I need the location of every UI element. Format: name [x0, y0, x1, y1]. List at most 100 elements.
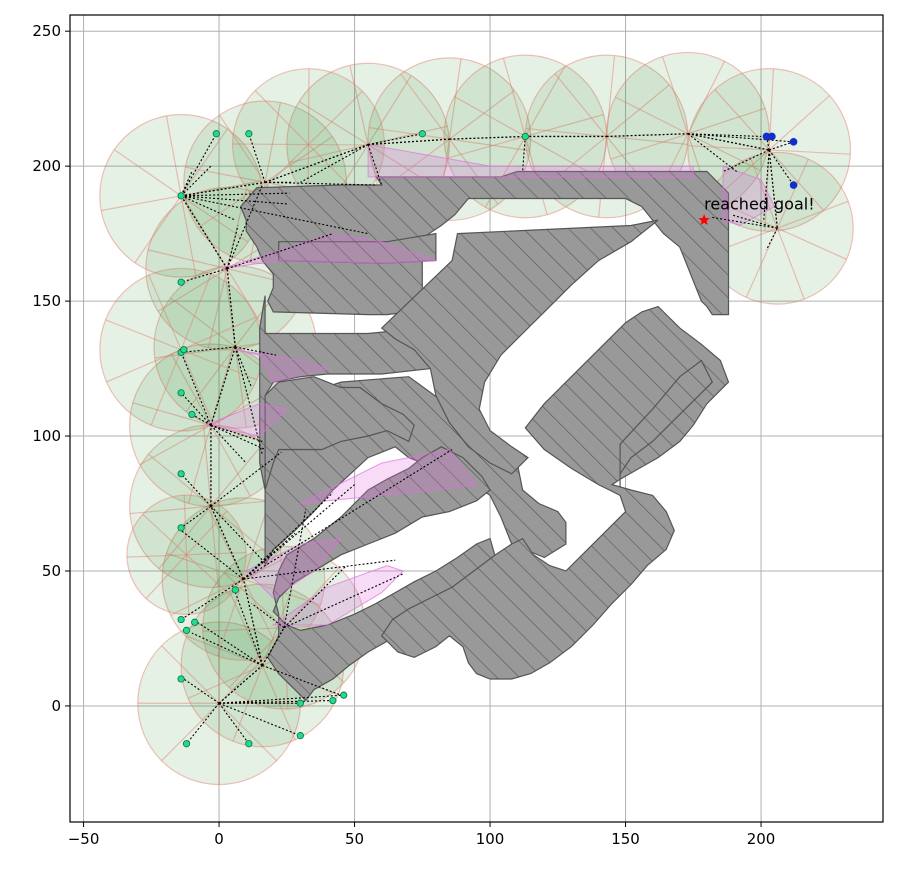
sensor-ray: [126, 554, 187, 558]
sensor-ray: [615, 96, 689, 135]
tree-edge: [243, 449, 453, 580]
tree-edge: [769, 141, 794, 151]
sensor-ray: [606, 135, 688, 145]
leaf-point: [245, 130, 253, 138]
tree-edge: [243, 532, 296, 580]
sensor-ray: [180, 349, 214, 425]
sensor-ray: [147, 249, 228, 270]
goal-point: [789, 138, 798, 146]
tree-edge: [243, 559, 396, 580]
sensor-ray: [242, 578, 281, 653]
sensor-ray: [186, 554, 231, 596]
sensor-ray: [210, 505, 274, 559]
annotation: reached goal!: [698, 194, 815, 225]
leaf-point: [191, 618, 199, 626]
sensor-ray: [525, 127, 607, 138]
sensor-ray: [165, 115, 182, 196]
sensor-ray: [554, 73, 608, 137]
tree-edge: [283, 508, 307, 628]
goal-point: [762, 132, 771, 141]
tree-edge: [768, 149, 778, 229]
sensor-ray: [166, 552, 244, 580]
sensor-ray: [446, 135, 526, 159]
tree-edge: [606, 133, 688, 138]
sensor-circle: [126, 494, 247, 616]
sensor-ray: [687, 133, 761, 171]
leaf-point: [177, 278, 185, 286]
tree-edge: [180, 171, 193, 197]
sensor-ray: [605, 55, 616, 137]
tree-edge: [243, 492, 334, 580]
sensor-ray: [283, 567, 340, 629]
sensor-ray: [307, 68, 310, 145]
sensor-ray: [186, 551, 247, 556]
sensor-ray: [180, 273, 212, 350]
tree-edge: [186, 702, 220, 745]
sensor-ray: [148, 453, 212, 507]
sensor-ray: [202, 425, 212, 507]
sensor-ray: [183, 495, 188, 555]
sensor-ray: [234, 346, 247, 428]
y-tick-label: 200: [32, 157, 61, 175]
tree-edge: [449, 135, 526, 140]
sensor-ray: [180, 316, 256, 351]
sensor-ray: [687, 145, 770, 151]
obstacle: [380, 219, 659, 475]
sensor-ray: [768, 149, 825, 211]
sensor-ray: [210, 443, 264, 507]
tree-edge: [218, 702, 250, 745]
visibility-region: [722, 165, 776, 227]
visibility-regions: [203, 144, 776, 626]
sensor-ray: [261, 589, 293, 666]
sensor-ray: [106, 349, 182, 383]
obstacle: [380, 305, 730, 680]
sensor-ray: [187, 664, 263, 699]
sensor-ray: [254, 90, 309, 145]
tree-edge: [731, 214, 778, 229]
tree-edge: [210, 505, 245, 580]
obstacles: [240, 170, 730, 702]
sensor-ray: [687, 107, 766, 135]
sensor-ray: [298, 100, 369, 146]
sensor-ray: [218, 702, 277, 762]
tree-edge: [210, 346, 236, 426]
tree-edge: [265, 181, 377, 186]
sensor-ray: [145, 554, 187, 599]
sensor-ray: [749, 157, 778, 229]
tree-edges: [180, 133, 795, 745]
tree-edge: [234, 346, 263, 456]
visibility-region: [271, 565, 405, 626]
leaf-point: [418, 130, 426, 138]
tree-edge: [183, 678, 220, 704]
tree-edge: [180, 530, 244, 580]
sensor-ray: [139, 424, 212, 466]
tree-edge: [226, 268, 236, 348]
tree-edge: [210, 424, 247, 464]
y-tick-label: 0: [51, 697, 61, 715]
sensor-ray: [525, 114, 604, 138]
sensor-ray: [180, 128, 228, 197]
leaf-point: [177, 675, 185, 683]
tree-edge: [218, 702, 301, 737]
tree-edge: [191, 632, 263, 666]
sensor-ray: [157, 268, 228, 312]
x-tick-label: 0: [214, 830, 224, 848]
visibility-region: [235, 349, 330, 383]
x-tick-label: −50: [68, 830, 100, 848]
sensor-ray: [132, 402, 212, 426]
sensor-ray: [288, 143, 369, 164]
sensor-ray: [768, 95, 830, 151]
tree-edge: [234, 592, 263, 666]
sensor-ray: [769, 149, 851, 155]
tree-edge: [235, 346, 277, 356]
tick-labels: −50 0 50 100 150 200 0 50 100 150 200 250: [32, 22, 775, 848]
sensor-ray: [449, 138, 530, 152]
y-tick-label: 250: [32, 22, 61, 40]
tree-edge: [367, 144, 383, 186]
sensor-ray: [185, 554, 190, 615]
sensor-ray: [610, 133, 689, 160]
tree-edge: [283, 573, 404, 629]
tree-edge: [180, 268, 228, 283]
sensor-ray: [207, 268, 228, 348]
sensor-ray: [158, 505, 212, 570]
